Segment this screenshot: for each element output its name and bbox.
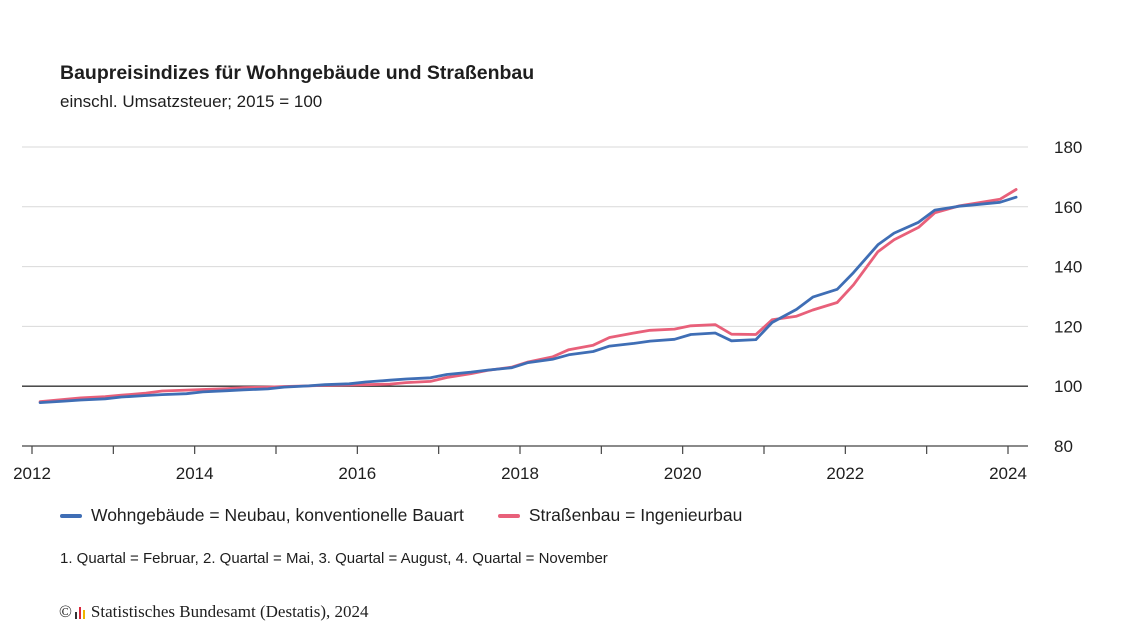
x-tick-label-2024: 2024 <box>989 464 1027 483</box>
y-tick-label-100: 100 <box>1054 377 1082 396</box>
series-line-strassenbau <box>38 188 1018 404</box>
destatis-logo-icon <box>74 605 87 619</box>
chart-title: Baupreisindizes für Wohngebäude und Stra… <box>60 62 535 84</box>
y-tick-label-160: 160 <box>1054 198 1082 217</box>
y-tick-label-120: 120 <box>1054 317 1082 336</box>
x-tick-label-2016: 2016 <box>338 464 376 483</box>
y-tick-label-140: 140 <box>1054 258 1082 277</box>
legend-label-strassenbau: Straßenbau = Ingenieurbau <box>528 505 743 525</box>
source-credit: © Statistisches Bundesamt (Destatis), 20… <box>59 602 369 622</box>
x-tick-label-2022: 2022 <box>826 464 864 483</box>
y-tick-label-80: 80 <box>1054 437 1073 456</box>
x-tick-label-2018: 2018 <box>501 464 539 483</box>
copyright-symbol: © <box>59 602 72 621</box>
source-text: Statistisches Bundesamt (Destatis), 2024 <box>90 602 369 621</box>
footnote: 1. Quartal = Februar, 2. Quartal = Mai, … <box>60 550 608 567</box>
legend-label-wohngebaeude: Wohngebäude = Neubau, konventionelle Bau… <box>91 505 464 525</box>
legend-item-wohngebaeude: Wohngebäude = Neubau, konventionelle Bau… <box>60 505 464 526</box>
x-tick-label-2020: 2020 <box>664 464 702 483</box>
legend-swatch-strassenbau <box>497 513 520 518</box>
legend: Wohngebäude = Neubau, konventionelle Bau… <box>60 505 776 526</box>
y-tick-label-180: 180 <box>1054 138 1082 157</box>
line-chart: 80 100 120 140 160 180 2012 2014 2016 2018 2020 202… <box>13 138 1082 483</box>
series-line-wohngebaeude <box>38 195 1018 404</box>
x-tick-label-2012: 2012 <box>13 464 51 483</box>
chart-subtitle: einschl. Umsatzsteuer; 2015 = 100 <box>60 92 323 111</box>
legend-swatch-wohngebaeude <box>60 513 82 518</box>
x-tick-label-2014: 2014 <box>176 464 214 483</box>
legend-item-strassenbau: Straßenbau = Ingenieurbau <box>497 505 743 526</box>
